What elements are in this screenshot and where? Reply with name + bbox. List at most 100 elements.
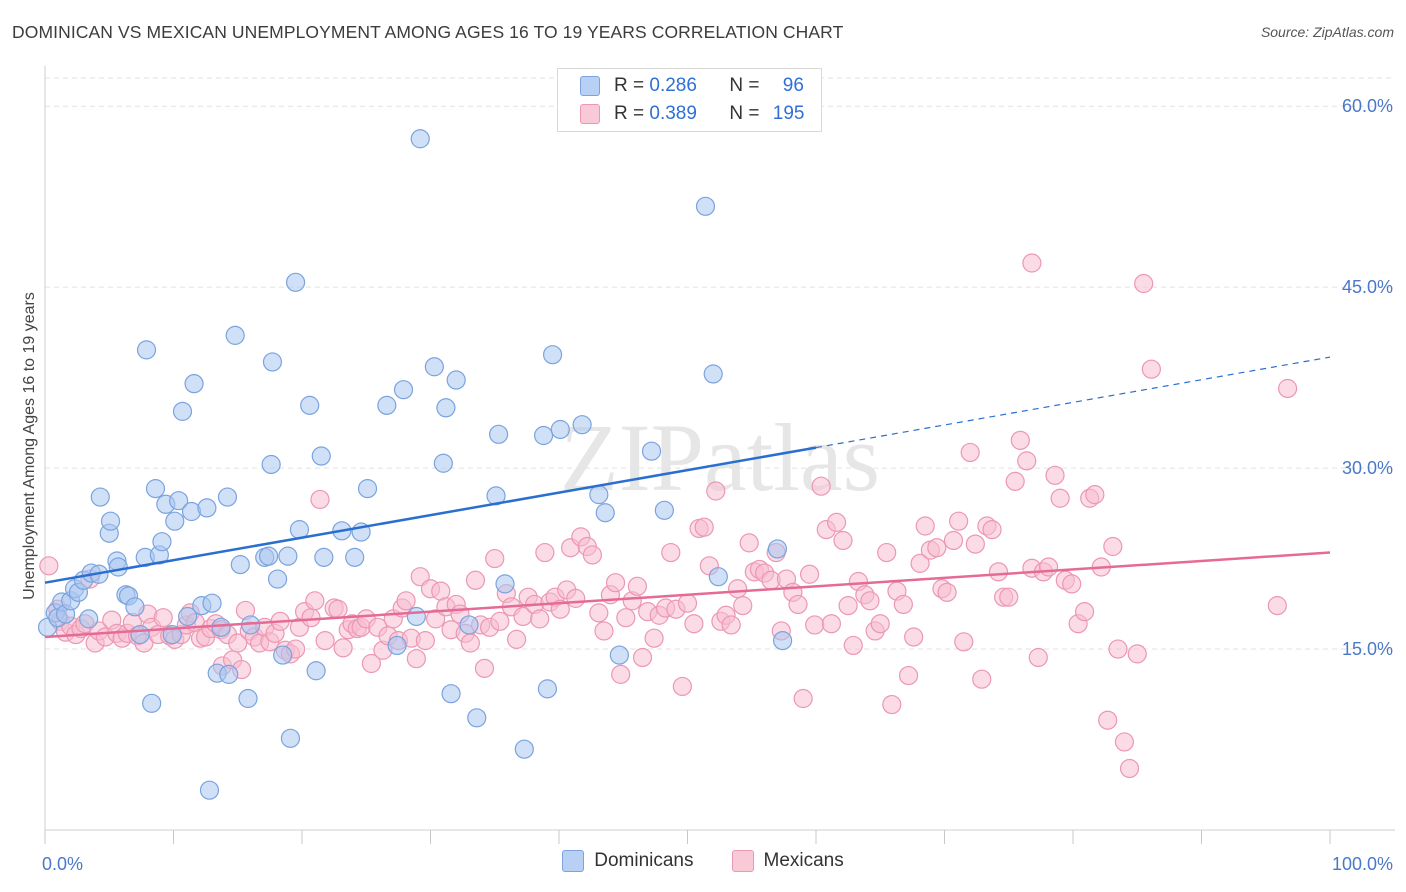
data-point (285, 272, 306, 292)
legend-item-mexicans: Mexicans (731, 850, 844, 872)
mexicans-trend-line (44, 551, 1331, 639)
source-note: Source: ZipAtlas.com (1260, 24, 1394, 40)
data-point (230, 555, 250, 575)
data-point (999, 587, 1019, 607)
data-point (211, 617, 231, 637)
series-legend: Dominicans Mexicans (0, 850, 1406, 872)
data-point (199, 780, 220, 800)
dominicans-swatch (562, 850, 585, 872)
data-point (1277, 378, 1298, 399)
data-point (833, 530, 853, 551)
y-tick-label: 30.0% (1342, 458, 1393, 478)
data-point (949, 511, 969, 531)
legend-row-mexicans: R = 0.389 N = 195 (580, 102, 804, 126)
trend-lines (44, 356, 1331, 639)
data-point (616, 608, 636, 628)
data-point (910, 553, 930, 573)
data-point (433, 453, 453, 473)
data-point (100, 511, 121, 531)
data-point (589, 485, 609, 505)
data-point (225, 325, 245, 345)
data-point (441, 684, 461, 704)
legend-label-mexicans: Mexicans (763, 850, 844, 871)
data-point (960, 442, 980, 463)
data-point (943, 530, 964, 551)
data-point (424, 357, 444, 377)
data-point (1108, 639, 1128, 659)
r-value: 0.286 (649, 75, 697, 96)
data-point (136, 340, 157, 360)
data-point (490, 611, 510, 631)
data-point (772, 631, 793, 651)
data-point (415, 631, 435, 651)
dominicans-trend-extension (815, 356, 1331, 449)
data-point (184, 374, 204, 394)
data-point (1267, 596, 1287, 616)
data-point (301, 608, 321, 628)
data-point (280, 728, 301, 748)
data-point (805, 615, 825, 635)
data-point (261, 454, 281, 475)
data-point (228, 633, 248, 653)
chart-title: DOMINICAN VS MEXICAN UNEMPLOYMENT AMONG … (12, 22, 844, 42)
data-point (311, 446, 331, 466)
data-point (537, 679, 558, 699)
dominicans-trend-line (44, 446, 817, 584)
data-point (728, 579, 748, 599)
data-point (1062, 574, 1082, 594)
y-tick-label: 60.0% (1342, 96, 1393, 116)
n-value: 195 (772, 103, 805, 124)
data-point (572, 415, 592, 435)
data-point (739, 533, 759, 553)
data-point (838, 596, 858, 616)
data-point (79, 609, 99, 629)
data-point (315, 631, 335, 651)
y-axis-label: Unemployment Among Ages 16 to 19 years (21, 292, 38, 600)
data-point (1141, 359, 1161, 379)
data-point (361, 653, 381, 674)
data-point (1028, 647, 1048, 668)
data-point (882, 694, 902, 715)
data-point (611, 664, 631, 684)
data-point (165, 511, 185, 531)
data-point (125, 597, 145, 617)
data-point (357, 479, 378, 499)
data-point (609, 645, 629, 665)
data-point (632, 647, 653, 668)
data-point (927, 538, 947, 558)
data-point (672, 676, 692, 697)
data-point (1114, 732, 1135, 752)
data-point (703, 364, 723, 384)
data-point (904, 627, 924, 647)
r-label: R = (614, 103, 650, 124)
data-point (641, 441, 662, 461)
data-point (1085, 485, 1105, 505)
data-point (406, 606, 426, 627)
data-point (898, 665, 919, 686)
data-point (406, 649, 426, 669)
data-point (485, 548, 505, 569)
data-point (860, 591, 880, 611)
r-label: R = (614, 75, 650, 96)
data-point (217, 487, 238, 507)
data-point (278, 546, 298, 566)
dominicans-swatch (580, 76, 600, 96)
data-point (915, 516, 935, 536)
data-point (799, 564, 820, 584)
data-point (1134, 273, 1154, 294)
data-point (300, 395, 320, 415)
data-point (605, 573, 626, 593)
data-point (988, 562, 1009, 582)
data-point (314, 547, 334, 567)
data-point (677, 593, 698, 613)
mexicans-swatch (580, 104, 600, 124)
data-point (566, 588, 586, 608)
data-point (197, 498, 217, 518)
n-label: N = (729, 75, 765, 96)
data-point (169, 491, 189, 511)
data-point (410, 129, 430, 149)
data-point (721, 615, 741, 635)
data-point (1098, 710, 1118, 730)
data-point (474, 658, 495, 678)
data-point (550, 419, 570, 440)
